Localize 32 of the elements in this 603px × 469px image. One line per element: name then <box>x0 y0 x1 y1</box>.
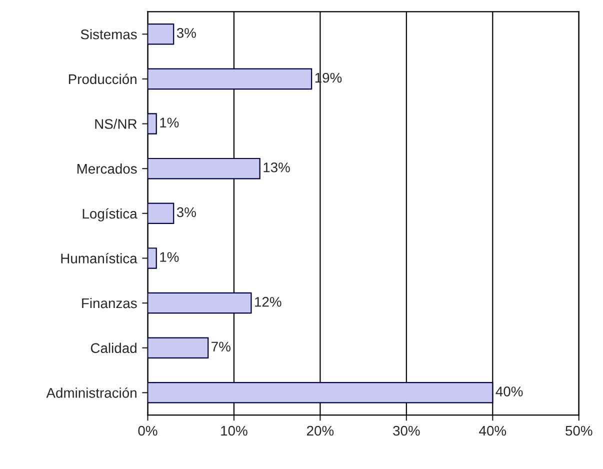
data-label: 7% <box>212 342 230 352</box>
data-label: 13% <box>264 162 290 172</box>
y-tick-label: NS/NR <box>95 118 137 129</box>
y-tick-label: Logística <box>82 208 138 222</box>
x-tick-label: 40% <box>479 426 506 436</box>
x-tick-label: 30% <box>393 426 420 436</box>
y-tick-label: Finanzas <box>82 298 137 308</box>
bar <box>148 248 157 269</box>
bar <box>148 292 252 314</box>
y-tick-label: Administración <box>46 387 136 398</box>
data-label: 1% <box>160 252 179 262</box>
y-tick-label: Sistemas <box>80 29 137 40</box>
bar <box>148 23 174 45</box>
data-label: 3% <box>176 28 196 38</box>
data-label: 1% <box>160 118 179 128</box>
bar <box>148 158 260 180</box>
x-tick-label: 0% <box>138 426 158 436</box>
data-label: 3% <box>176 207 196 218</box>
bar <box>148 68 312 90</box>
data-label: 40% <box>496 386 523 396</box>
y-tick-label: Humanística <box>61 253 138 264</box>
data-label: 12% <box>255 296 282 307</box>
y-tick-label: Calidad <box>90 342 136 354</box>
bar <box>148 382 494 404</box>
bar <box>148 202 174 224</box>
x-tick-label: 20% <box>306 426 334 436</box>
y-tick-label: Mercados <box>77 164 137 174</box>
x-tick-label: 50% <box>566 426 592 436</box>
bar <box>148 113 157 134</box>
bar <box>148 337 209 358</box>
x-tick-label: 10% <box>221 426 248 436</box>
y-tick-label: Producción <box>68 74 136 84</box>
